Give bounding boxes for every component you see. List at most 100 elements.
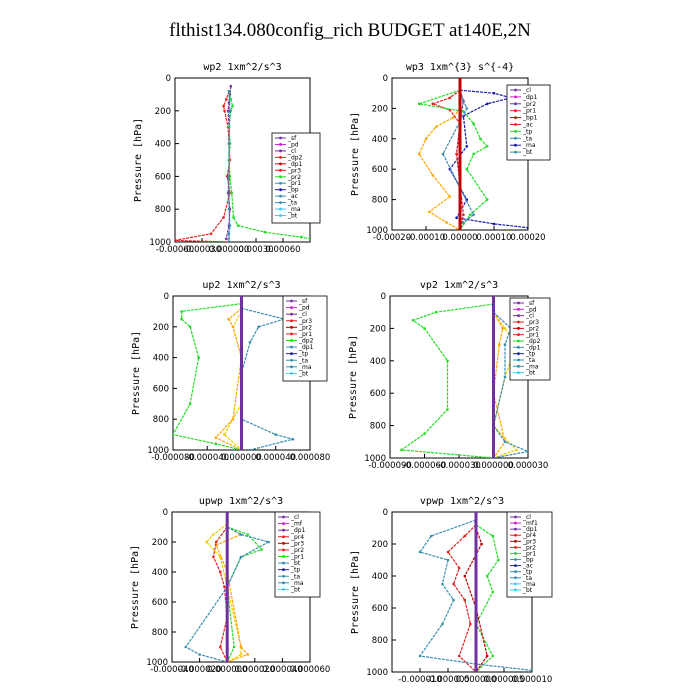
data-point: [434, 310, 438, 314]
data-point: [458, 228, 462, 230]
legend-marker: [514, 102, 517, 106]
legend-label: _bp1: [522, 115, 538, 122]
data-point: [240, 410, 243, 413]
data-point: [503, 327, 507, 330]
data-point: [472, 122, 475, 125]
data-point: [448, 96, 452, 100]
legend-label: _pd: [287, 141, 299, 148]
data-point: [232, 645, 236, 649]
legend-label: _pr3: [287, 167, 301, 174]
legend-marker: [514, 533, 517, 537]
y-tick-label: 800: [152, 628, 168, 638]
legend-marker: [514, 588, 517, 592]
y-tick-label: 800: [153, 415, 169, 425]
y-tick-label: 1000: [366, 226, 388, 236]
data-point: [428, 210, 431, 214]
data-point: [446, 558, 450, 562]
y-tick-label: 800: [370, 422, 386, 432]
series-line-tp: [184, 526, 271, 662]
data-point: [492, 296, 495, 298]
legend-label: _pd: [298, 305, 310, 312]
y-tick-label: 800: [372, 196, 388, 206]
data-point: [227, 89, 231, 93]
legend-label: _tp: [298, 351, 308, 358]
legend-marker: [517, 345, 520, 349]
data-point: [257, 325, 260, 329]
data-point: [260, 548, 264, 551]
legend-marker: [514, 558, 517, 561]
series-group: [399, 296, 528, 458]
data-point: [209, 232, 213, 236]
y-tick-label: 0: [383, 74, 388, 84]
data-point: [231, 104, 234, 108]
legend-label: _dp1: [290, 527, 306, 534]
series-group: [175, 84, 310, 242]
legend-marker: [514, 576, 517, 580]
x-tick-label: 0.00060: [265, 245, 300, 255]
x-tick-label: 0.000040: [255, 453, 296, 463]
legend: _cl_dp1_pr2_pr1_bp1_ac_tp_ta_ma_bt: [506, 84, 551, 161]
data-point: [239, 645, 243, 649]
legend-label: _cl: [287, 148, 296, 155]
legend-marker: [514, 109, 517, 113]
data-point: [188, 325, 192, 329]
data-point: [411, 319, 415, 322]
legend-label: _pr1: [522, 108, 536, 115]
data-point: [239, 533, 243, 536]
data-point: [223, 585, 226, 589]
legend-marker: [290, 345, 293, 349]
series-line-dp2: [173, 303, 242, 450]
legend: _cl_mf_dp1_pr4_pr3_pr2_pr1_bt_tp_ta_ma_b…: [274, 511, 321, 598]
series-line-pr2: [492, 311, 506, 458]
y-tick-label: 200: [372, 104, 388, 114]
data-point: [225, 623, 229, 626]
figure-title: flthist134.080config_rich BUDGET at140E,…: [169, 20, 531, 41]
legend-box: [506, 84, 551, 161]
legend-marker: [279, 143, 282, 146]
legend-label: _pr1: [290, 554, 304, 561]
legend-marker: [290, 372, 293, 375]
data-point: [526, 226, 528, 230]
data-point: [229, 98, 233, 101]
panel-2: up2 1xm^2/s^3 Pressure [hPa] 0 200 400 600 800…: [131, 280, 330, 463]
x-tick-label: -0.00060: [156, 245, 194, 255]
legend-label: _sf: [287, 135, 297, 142]
legend-marker: [282, 581, 285, 585]
data-point: [503, 343, 507, 346]
legend-label: _pr2: [522, 544, 536, 551]
legend-label: _pr3: [290, 540, 304, 547]
data-point: [267, 540, 270, 544]
data-point: [219, 645, 222, 649]
series-line-pr2: [464, 527, 488, 672]
y-tick-label: 800: [155, 205, 171, 215]
legend-marker: [514, 527, 517, 531]
data-point: [214, 540, 218, 544]
x-tick-label: 0.000005: [484, 675, 525, 685]
x-tick-label: 0.000040: [262, 665, 303, 675]
panel-1: wp3 1xm^{3} s^{-4} Pressure [hPa] 0 200 400 6…: [350, 62, 551, 243]
legend-label: _dp1: [525, 344, 541, 351]
data-point: [225, 660, 229, 662]
data-point: [463, 574, 467, 578]
data-point: [223, 433, 226, 436]
data-point: [431, 102, 435, 106]
legend-marker: [282, 541, 285, 545]
data-point: [458, 78, 462, 80]
y-tick-label: 1000: [146, 658, 168, 668]
plot-frame: [389, 295, 529, 459]
legend-label: _ta: [522, 575, 532, 582]
x-tick-label: 0.00000: [442, 233, 477, 243]
legend-marker: [517, 307, 520, 311]
legend-label: _ta: [287, 200, 297, 207]
series-line-ac: [442, 92, 475, 230]
data-point: [229, 84, 233, 88]
data-point: [291, 437, 295, 441]
legend-label: _ma: [522, 142, 536, 149]
legend-label: _pr1: [298, 331, 312, 338]
legend-marker: [517, 339, 520, 343]
x-tick-label: 0.000000: [209, 245, 250, 255]
legend-label: _sf: [298, 298, 308, 305]
y-tick-label: 200: [370, 324, 386, 334]
legend: _sf_pd_cl_pr3_pr2_pr1_dp2_dp1_tp_ta_ma_b…: [282, 295, 328, 382]
y-tick-label: 200: [153, 323, 169, 333]
